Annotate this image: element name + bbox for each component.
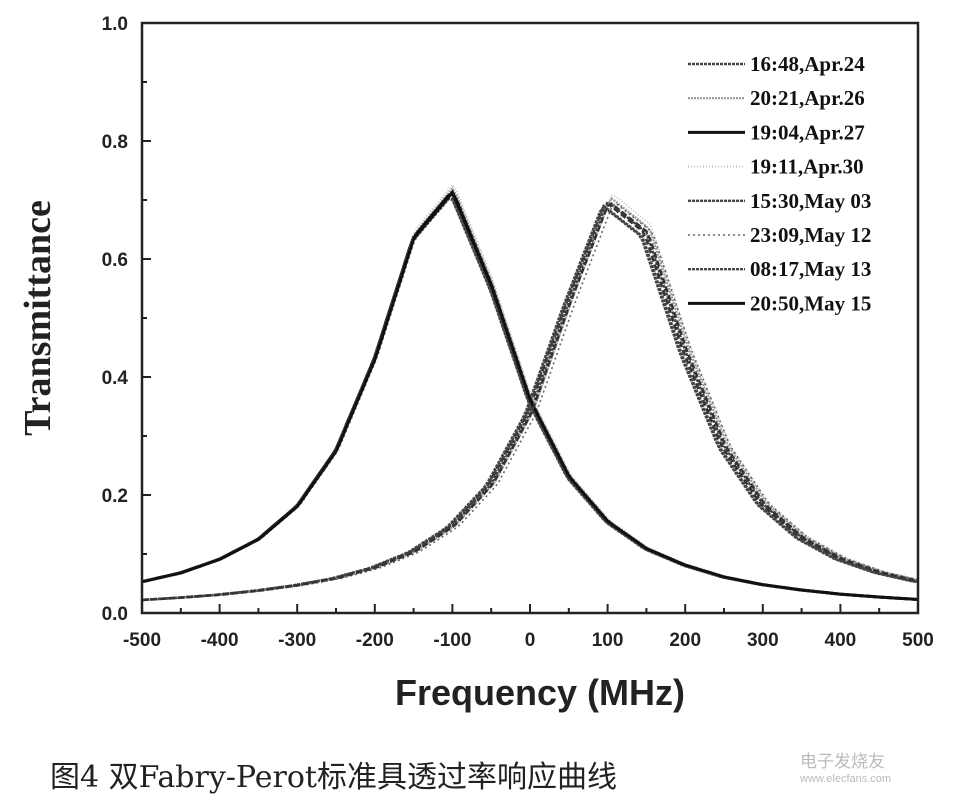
legend-label: 19:04,Apr.27 [750,120,865,144]
x-tick-label: 300 [747,630,779,651]
legend-label: 23:09,May 12 [750,223,871,247]
legend-label: 19:11,Apr.30 [750,155,864,179]
series-line-right-5 [142,201,919,601]
plot-frame [140,21,920,615]
y-tick-label: 0.0 [102,604,128,625]
x-tick-label: -500 [123,630,161,651]
x-tick-label: -100 [433,630,471,651]
legend-label: 20:21,Apr.26 [750,86,865,110]
series-line-left-7 [141,189,919,601]
x-tick-label: -200 [356,630,394,651]
y-tick-label: 0.8 [102,132,128,153]
watermark-logo: 电子发烧友 www.elecfans.com [800,752,891,786]
x-tick-label: 100 [592,630,624,651]
legend-label: 20:50,May 15 [750,291,871,315]
legend-label: 15:30,May 03 [750,189,871,213]
axes: 0.0 0.2 0.4 0.6 0.8 1.0 -500 -400 -300 -200 -100 0 1… [102,14,934,651]
y-tick-label: 0.2 [102,486,128,507]
x-tick-label: 500 [902,630,934,651]
legend-label: 08:17,May 13 [750,257,871,281]
x-tick-label: -400 [201,630,239,651]
y-tick-label: 0.6 [102,250,128,271]
x-tick-label: -300 [278,630,316,651]
x-tick-label: 0 [525,630,536,651]
y-tick-label: 0.4 [102,368,129,389]
series-line-right-7 [141,202,919,602]
y-axis-label: Transmittance [17,200,59,436]
watermark-cn: 电子发烧友 [800,752,885,771]
x-axis-label: Frequency (MHz) [395,672,685,713]
legend: 16:48,Apr.24 20:21,Apr.26 19:04,Apr.27 19:1… [688,52,871,315]
x-tick-label: 400 [825,630,857,651]
watermark-url: www.elecfans.com [800,773,892,785]
curves [141,183,919,602]
x-tick-label: 200 [669,630,701,651]
y-tick-label: 1.0 [102,14,128,35]
legend-label: 16:48,Apr.24 [750,52,865,76]
figure-caption: 图4 双Fabry-Perot标准具透过率响应曲线 [50,760,617,795]
